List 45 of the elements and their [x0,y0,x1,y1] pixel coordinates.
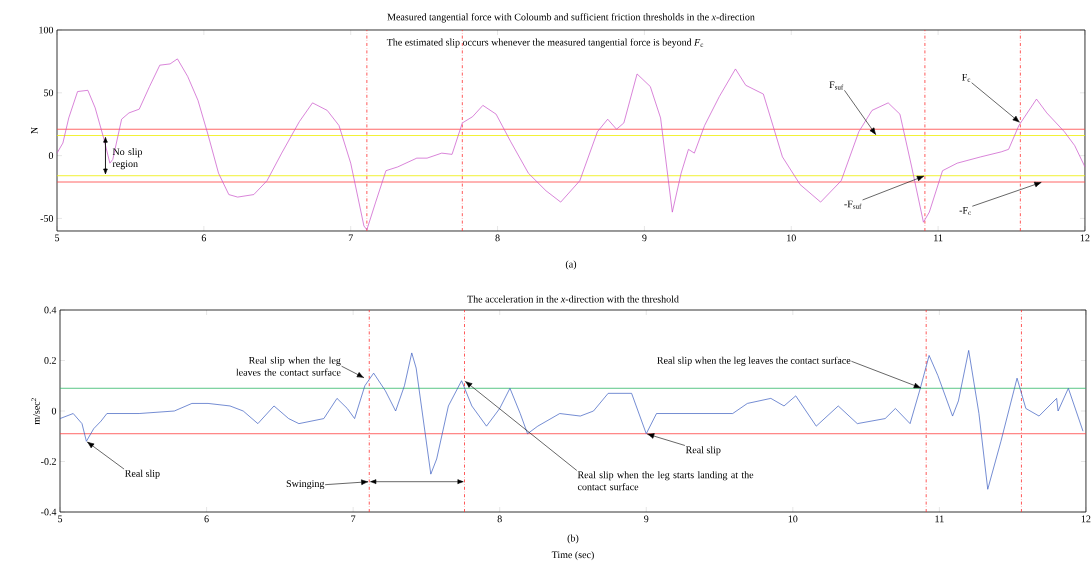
x-tick-label: 7 [351,515,356,523]
x-tick-label: 8 [495,234,500,242]
x-tick-label: 5 [55,234,60,242]
x-tick-label: 7 [348,234,353,242]
annotation: -F$_{c}$ [959,206,971,216]
y-axis-title: N [31,127,38,134]
annotation: Real slip when the leg leaves the contact surface [236,356,341,376]
y-tick-label: 100 [39,26,54,34]
annotation: Real slip when the leg leaves the contact surface [657,356,851,366]
x-tick-label: 5 [58,515,63,523]
x-tick-label: 10 [788,515,798,523]
y-tick-label: -0.4 [41,508,57,516]
y-axis-title: m/sec$^{2}$ [31,398,40,425]
y-tick-label: -50 [40,215,54,222]
x-tick-label: 9 [644,515,649,523]
annotation: Real slip [125,469,160,479]
annotation: F$_{c}$ [962,73,971,83]
y-tick-label: 0 [48,152,54,159]
annotation: F$_{suf}$ [829,81,844,90]
text: (a) [565,260,577,270]
annotation: No slip region [112,148,143,170]
x-tick-label: 8 [497,515,502,523]
annotation: -F$_{suf}$ [844,200,862,209]
x-tick-label: 12 [1081,515,1091,523]
y-tick-label: 50 [44,89,54,97]
x-tick-label: 12 [1080,234,1090,242]
chart-title: Measured tangential force with Coloumb and sufficient friction thresholds in the x-direction [387,13,755,23]
annotation: Real slip when the leg starts landing at the contact surface [577,471,754,491]
text: (b) [567,534,579,544]
y-tick-label: -0.2 [41,458,56,465]
x-tick-label: 6 [201,234,207,242]
y-tick-label: 0.4 [44,306,57,314]
annotation: The estimated slip occurs whenever the measured tangential force is beyond F$_{c}$ [386,38,704,48]
annotation: Swinging [286,480,325,490]
y-tick-label: 0 [51,407,57,415]
x-tick-label: 6 [204,515,209,523]
x-tick-label: 10 [787,234,796,242]
x-tick-label: 11 [934,234,943,242]
x-axis-title: Time (sec) [551,551,594,561]
chart-title: The acceleration in the x-direction with the threshold [467,295,679,303]
annotation: Real slip [685,446,721,456]
y-tick-label: 0.2 [44,357,56,364]
x-tick-label: 11 [935,515,944,523]
x-tick-label: 9 [642,234,647,242]
line-series [56,58,1086,231]
